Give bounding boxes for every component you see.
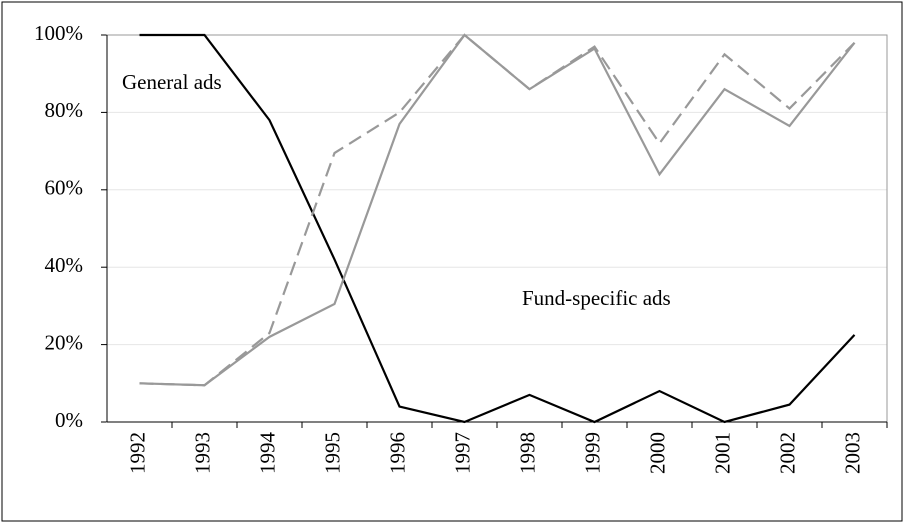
y-tick-label: 40%: [45, 253, 84, 277]
y-tick-label: 80%: [45, 98, 84, 122]
series-line: [139, 33, 856, 424]
x-tick-label: 1998: [515, 432, 539, 474]
x-tick-label: 1997: [450, 432, 474, 474]
annotation: Fund-specific ads: [522, 286, 671, 310]
y-tick-label: 60%: [45, 176, 84, 200]
series-line: [139, 33, 856, 387]
annotation: General ads: [122, 70, 222, 94]
y-tick-label: 0%: [55, 408, 83, 432]
x-tick-label: 2000: [645, 432, 669, 474]
y-tick-label: 20%: [45, 330, 84, 354]
x-tick-label: 2001: [710, 432, 734, 474]
x-tick-label: 1995: [320, 432, 344, 474]
x-tick-label: 1993: [190, 432, 214, 474]
x-tick-label: 1992: [125, 432, 149, 474]
x-tick-label: 1999: [580, 432, 604, 474]
x-tick-label: 1994: [255, 432, 279, 475]
x-tick-label: 1996: [385, 432, 409, 474]
y-tick-label: 100%: [34, 21, 83, 45]
x-tick-label: 2003: [840, 432, 864, 474]
x-tick-label: 2002: [775, 432, 799, 474]
